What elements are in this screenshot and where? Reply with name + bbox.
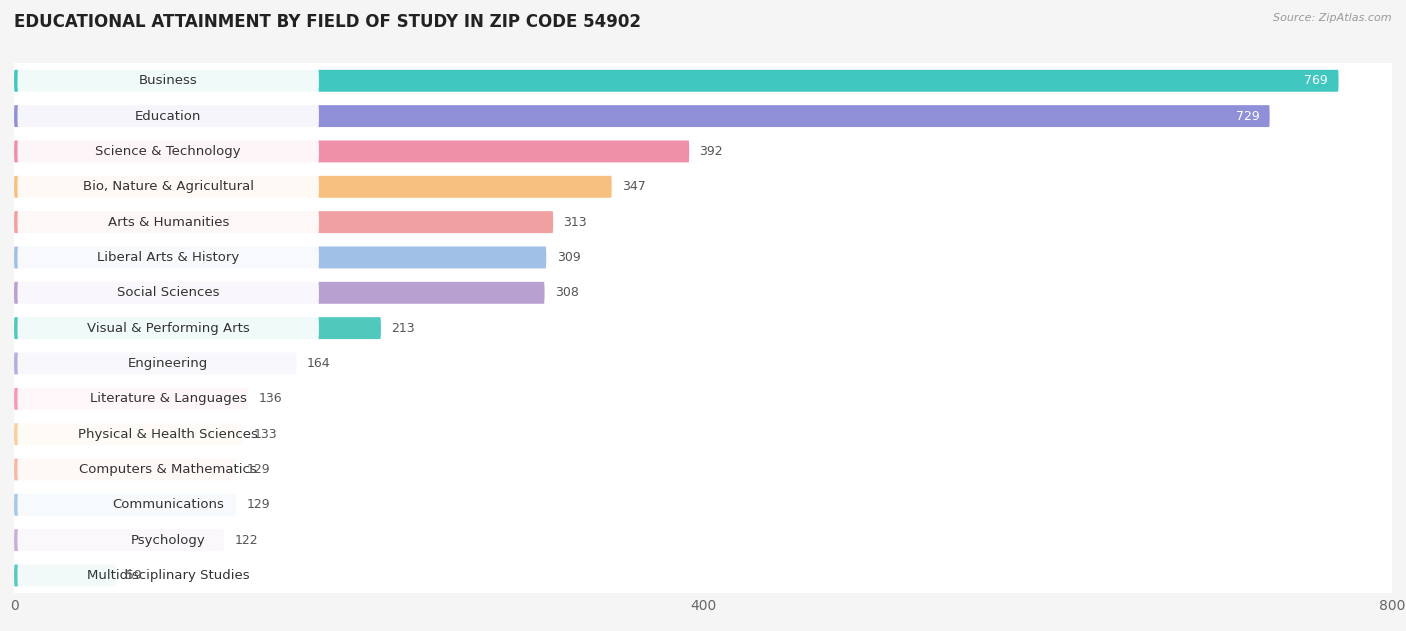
FancyBboxPatch shape xyxy=(14,416,1392,452)
FancyBboxPatch shape xyxy=(17,493,319,517)
FancyBboxPatch shape xyxy=(14,275,1392,310)
FancyBboxPatch shape xyxy=(14,70,1339,91)
FancyBboxPatch shape xyxy=(14,487,1392,522)
FancyBboxPatch shape xyxy=(14,381,1392,416)
FancyBboxPatch shape xyxy=(17,139,319,163)
FancyBboxPatch shape xyxy=(14,522,1392,558)
FancyBboxPatch shape xyxy=(17,69,319,93)
FancyBboxPatch shape xyxy=(14,98,1392,134)
FancyBboxPatch shape xyxy=(14,353,297,374)
Text: Social Sciences: Social Sciences xyxy=(117,286,219,299)
Text: Source: ZipAtlas.com: Source: ZipAtlas.com xyxy=(1274,13,1392,23)
Text: Business: Business xyxy=(139,74,198,87)
Text: 122: 122 xyxy=(235,534,259,546)
FancyBboxPatch shape xyxy=(14,529,224,551)
FancyBboxPatch shape xyxy=(17,563,319,587)
FancyBboxPatch shape xyxy=(17,175,319,199)
FancyBboxPatch shape xyxy=(14,63,1392,98)
Text: 129: 129 xyxy=(246,463,270,476)
Text: Education: Education xyxy=(135,110,201,122)
Text: Liberal Arts & History: Liberal Arts & History xyxy=(97,251,239,264)
FancyBboxPatch shape xyxy=(14,105,1270,127)
FancyBboxPatch shape xyxy=(17,104,319,128)
Text: Communications: Communications xyxy=(112,498,224,511)
FancyBboxPatch shape xyxy=(14,452,1392,487)
Text: Computers & Mathematics: Computers & Mathematics xyxy=(79,463,257,476)
FancyBboxPatch shape xyxy=(14,141,689,162)
FancyBboxPatch shape xyxy=(14,240,1392,275)
Text: Physical & Health Sciences: Physical & Health Sciences xyxy=(79,428,259,440)
FancyBboxPatch shape xyxy=(14,494,236,516)
FancyBboxPatch shape xyxy=(17,316,319,340)
Text: 392: 392 xyxy=(700,145,723,158)
FancyBboxPatch shape xyxy=(17,387,319,411)
Text: Arts & Humanities: Arts & Humanities xyxy=(107,216,229,228)
Text: 729: 729 xyxy=(1236,110,1260,122)
Text: 769: 769 xyxy=(1305,74,1329,87)
FancyBboxPatch shape xyxy=(17,422,319,446)
FancyBboxPatch shape xyxy=(14,169,1392,204)
Text: Literature & Languages: Literature & Languages xyxy=(90,392,246,405)
Text: 313: 313 xyxy=(564,216,588,228)
FancyBboxPatch shape xyxy=(14,134,1392,169)
Text: 308: 308 xyxy=(555,286,579,299)
Text: 213: 213 xyxy=(391,322,415,334)
FancyBboxPatch shape xyxy=(14,176,612,198)
FancyBboxPatch shape xyxy=(14,459,236,480)
FancyBboxPatch shape xyxy=(14,423,243,445)
Text: Bio, Nature & Agricultural: Bio, Nature & Agricultural xyxy=(83,180,253,193)
Text: Engineering: Engineering xyxy=(128,357,208,370)
Text: Science & Technology: Science & Technology xyxy=(96,145,240,158)
FancyBboxPatch shape xyxy=(17,351,319,375)
FancyBboxPatch shape xyxy=(14,558,1392,593)
Text: 133: 133 xyxy=(253,428,277,440)
FancyBboxPatch shape xyxy=(14,204,1392,240)
FancyBboxPatch shape xyxy=(14,317,381,339)
FancyBboxPatch shape xyxy=(17,528,319,552)
Text: 136: 136 xyxy=(259,392,283,405)
Text: 129: 129 xyxy=(246,498,270,511)
FancyBboxPatch shape xyxy=(17,210,319,234)
FancyBboxPatch shape xyxy=(14,388,249,410)
FancyBboxPatch shape xyxy=(14,346,1392,381)
FancyBboxPatch shape xyxy=(14,211,553,233)
Text: Visual & Performing Arts: Visual & Performing Arts xyxy=(87,322,250,334)
FancyBboxPatch shape xyxy=(17,457,319,481)
Text: 347: 347 xyxy=(621,180,645,193)
FancyBboxPatch shape xyxy=(14,247,547,268)
Text: Multidisciplinary Studies: Multidisciplinary Studies xyxy=(87,569,249,582)
Text: Psychology: Psychology xyxy=(131,534,205,546)
Text: 309: 309 xyxy=(557,251,581,264)
Text: EDUCATIONAL ATTAINMENT BY FIELD OF STUDY IN ZIP CODE 54902: EDUCATIONAL ATTAINMENT BY FIELD OF STUDY… xyxy=(14,13,641,31)
Text: 164: 164 xyxy=(307,357,330,370)
FancyBboxPatch shape xyxy=(17,245,319,269)
FancyBboxPatch shape xyxy=(14,282,544,304)
FancyBboxPatch shape xyxy=(14,565,115,586)
FancyBboxPatch shape xyxy=(17,281,319,305)
Text: 59: 59 xyxy=(127,569,142,582)
FancyBboxPatch shape xyxy=(14,310,1392,346)
